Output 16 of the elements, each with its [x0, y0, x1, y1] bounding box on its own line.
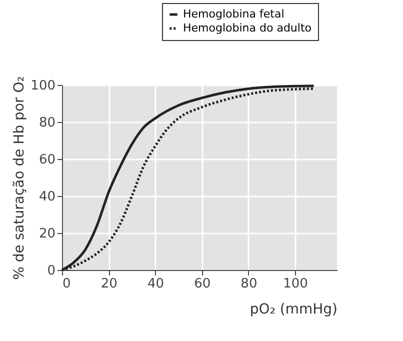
y-tick-label: 20	[38, 226, 56, 242]
x-axis-title: pO₂ (mmHg)	[250, 302, 338, 318]
x-tick-label: 100	[283, 276, 308, 292]
x-tick-label: 80	[240, 276, 258, 292]
legend-label: Hemoglobina fetal	[183, 8, 284, 20]
y-tick-label: 40	[38, 190, 56, 204]
y-tick-label: 0	[47, 264, 56, 278]
x-tick-label: 20	[100, 276, 118, 292]
y-tick-label: 80	[38, 116, 56, 130]
y-tick-label: 60	[38, 152, 56, 168]
x-tick-label: 0	[62, 276, 71, 292]
legend-label: Hemoglobina do adulto	[183, 22, 312, 34]
x-tick-label: 60	[194, 276, 211, 292]
x-tick-label: 40	[147, 276, 164, 292]
y-tick-label: 100	[30, 78, 56, 94]
y-axis-title: % de saturação de Hb por O₂	[12, 76, 28, 280]
